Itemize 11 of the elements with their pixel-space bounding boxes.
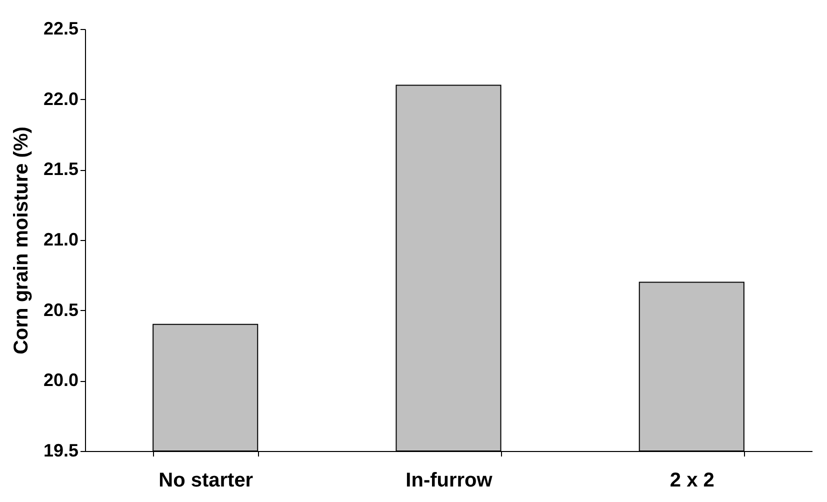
- x-tick-label: 2 x 2: [670, 470, 714, 492]
- y-tick-label: 22.5: [43, 18, 78, 38]
- x-tick-label: No starter: [158, 470, 254, 492]
- x-tick-label: In-furrow: [406, 470, 493, 492]
- y-axis-title: Corn grain moisture (%): [10, 126, 32, 354]
- y-tick-label: 21.5: [43, 159, 78, 180]
- y-tick-label: 20.0: [43, 370, 78, 390]
- y-tick-label: 21.0: [43, 230, 78, 250]
- y-tick-label: 22.0: [43, 88, 78, 109]
- y-tick-label: 20.5: [43, 300, 78, 320]
- y-tick-label: 19.5: [43, 440, 78, 460]
